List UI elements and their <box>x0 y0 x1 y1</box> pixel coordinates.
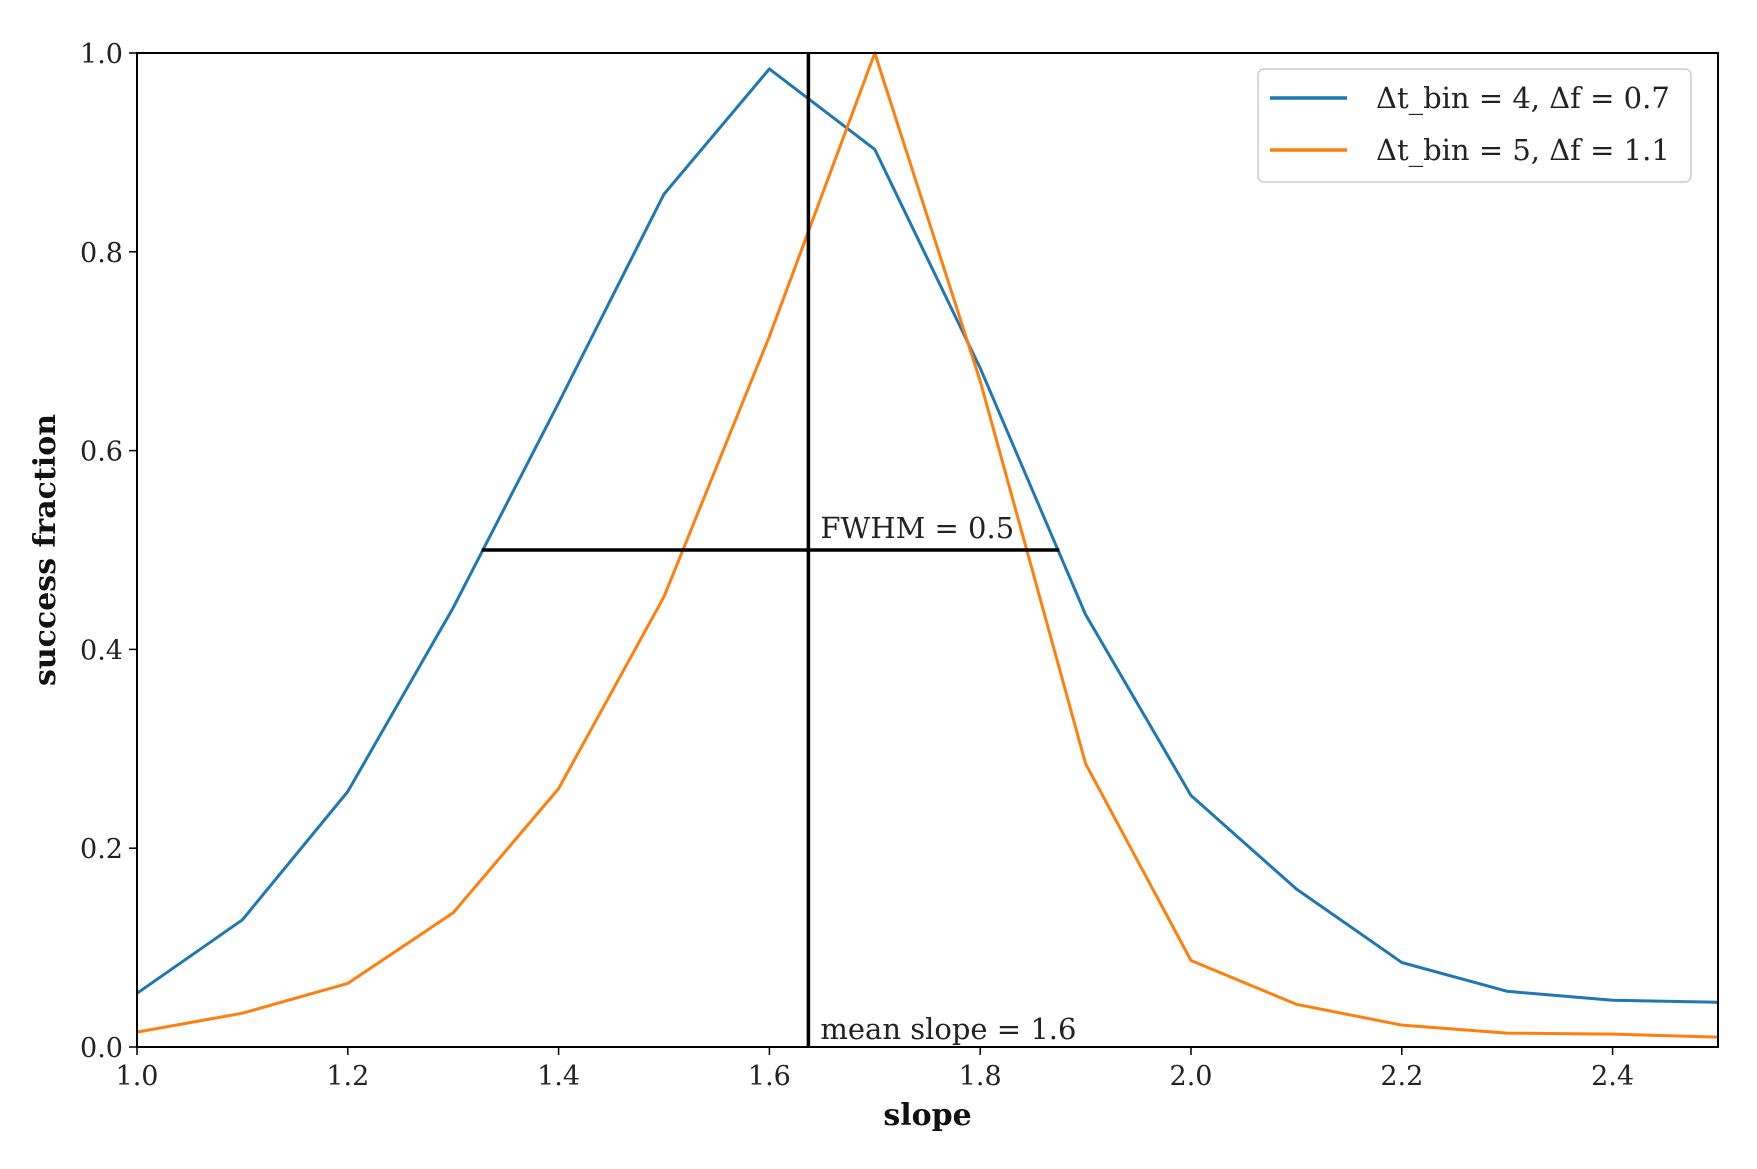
fwhm-annotation: FWHM = 0.5 <box>820 511 1014 545</box>
y-tick-label: 0.4 <box>80 635 123 666</box>
y-tick-label: 0.2 <box>80 834 123 865</box>
legend: Δt_bin = 4, Δf = 0.7 Δt_bin = 5, Δf = 1.1 <box>1257 68 1692 183</box>
x-tick-label: 1.4 <box>537 1061 580 1092</box>
plot-frame <box>136 52 1719 1048</box>
y-tick-label: 1.0 <box>80 39 123 70</box>
series-layer <box>136 51 1719 1039</box>
x-tick-label: 2.4 <box>1591 1061 1634 1092</box>
x-tick-label: 1.8 <box>959 1061 1002 1092</box>
x-tick-label: 2.0 <box>1170 1061 1213 1092</box>
y-tick-label: 0.8 <box>80 238 123 269</box>
mean-slope-annotation: mean slope = 1.6 <box>820 1012 1076 1046</box>
series-line-1 <box>136 67 1719 1004</box>
axis-ticks: 1.0 1.2 1.4 1.6 1.8 2.0 2.2 2.4 0.0 0.2 0.4 0.6 0.8 1… <box>80 39 1634 1092</box>
legend-label-2: Δt_bin = 5, Δf = 1.1 <box>1376 133 1670 168</box>
y-tick-label: 0.6 <box>80 437 123 468</box>
x-tick-label: 1.2 <box>326 1061 369 1092</box>
y-axis-title: success fraction <box>28 414 63 686</box>
y-tick-label: 0.0 <box>80 1033 123 1064</box>
x-tick-label: 1.6 <box>748 1061 791 1092</box>
x-tick-label: 1.0 <box>116 1061 159 1092</box>
legend-box <box>1257 68 1692 183</box>
legend-label-1: Δt_bin = 4, Δf = 0.7 <box>1376 81 1670 116</box>
series-line-2 <box>136 51 1719 1039</box>
x-tick-label: 2.2 <box>1380 1061 1423 1092</box>
reference-lines <box>481 53 1060 1047</box>
x-axis-title: slope <box>883 1098 971 1133</box>
